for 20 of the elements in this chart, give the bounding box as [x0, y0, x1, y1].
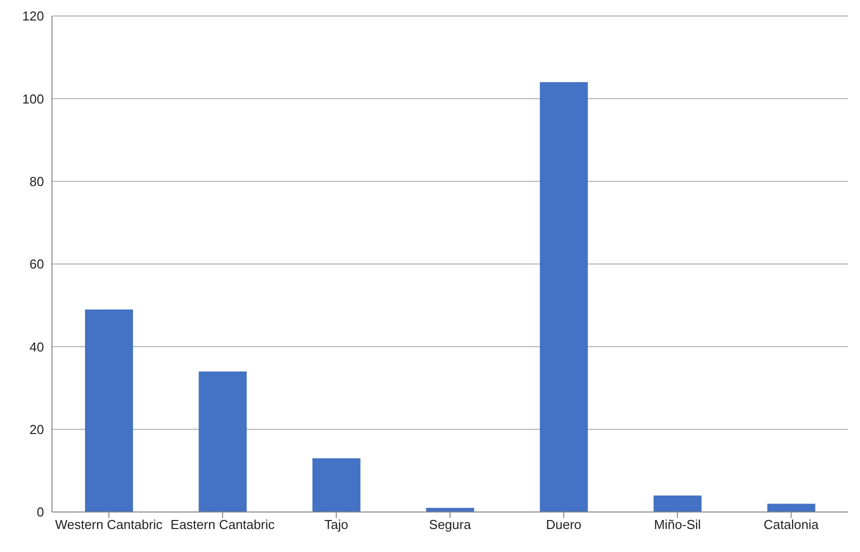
x-tick-label: Miño-Sil — [654, 517, 702, 532]
x-tick-label: Western Cantabric — [55, 517, 164, 532]
bar — [654, 495, 702, 512]
bar — [540, 82, 588, 512]
y-tick-label: 60 — [30, 256, 44, 272]
x-tick-label: Duero — [546, 517, 582, 532]
x-tick-label: Tajo — [324, 517, 348, 532]
y-tick-label: 0 — [36, 504, 44, 520]
bar — [198, 371, 247, 512]
y-tick-label: 40 — [30, 339, 44, 354]
bar — [312, 458, 360, 512]
x-tick-label: Catalonia — [764, 517, 820, 532]
x-tick-label: Eastern Cantabric — [170, 517, 276, 532]
x-tick-label: Segura — [429, 517, 472, 532]
y-tick-label: 20 — [30, 422, 44, 437]
y-tick-label: 120 — [22, 8, 44, 24]
y-tick-label: 100 — [22, 91, 44, 106]
bar — [85, 309, 133, 512]
y-tick-label: 80 — [30, 174, 44, 189]
bar — [767, 504, 816, 512]
